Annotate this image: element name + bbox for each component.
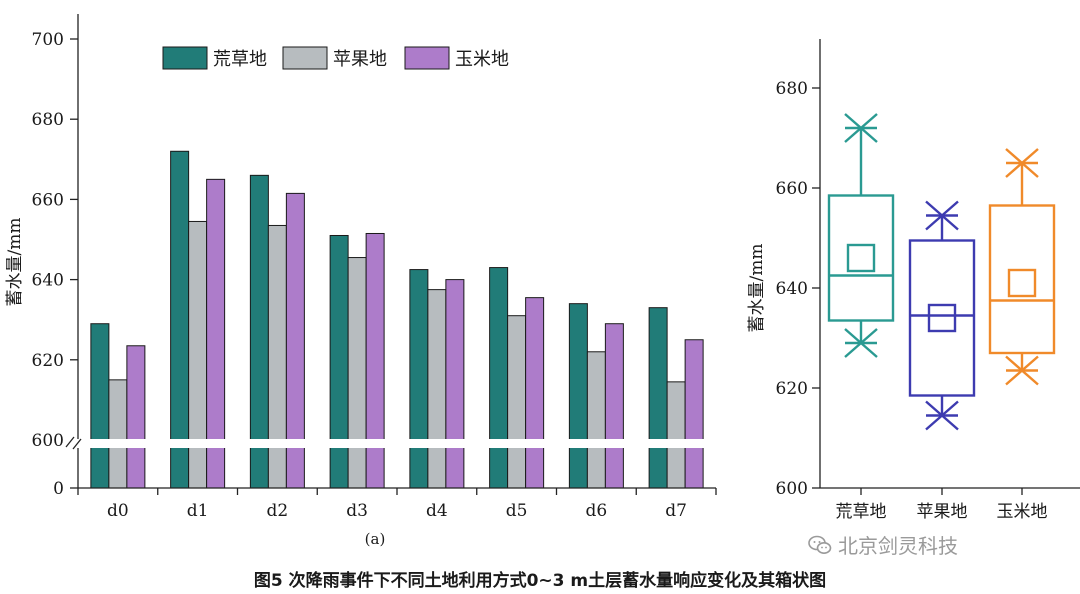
- y-tick-label: 640: [32, 271, 64, 291]
- bar-玉米地-d4: [445, 279, 465, 489]
- bar-chart-legend: 荒草地 苹果地 玉米地: [162, 46, 509, 70]
- iqr-box: [988, 204, 1056, 355]
- x-tick-label: d0: [107, 501, 129, 521]
- legend-swatch-苹果地: [282, 46, 328, 70]
- x-tick-label: d5: [506, 501, 528, 521]
- y-tick-label: 620: [32, 351, 64, 371]
- legend-swatch-荒草地: [162, 46, 208, 70]
- wechat-icon: [808, 535, 832, 554]
- box-plot-boxes: [827, 113, 1056, 431]
- bar-苹果地-d1: [188, 220, 208, 489]
- legend-label: 荒草地: [213, 49, 267, 70]
- bar-苹果地-d3: [347, 257, 367, 489]
- bar-玉米地-d6: [604, 323, 624, 489]
- break-mark: [72, 438, 82, 450]
- y-tick-label: 600: [776, 479, 808, 499]
- bar-玉米地-d3: [365, 232, 385, 489]
- bar-荒草地-d0: [90, 323, 110, 489]
- bar-荒草地-d5: [489, 267, 509, 489]
- mean-marker: [1007, 268, 1037, 298]
- watermark: 北京剑灵科技: [808, 530, 958, 559]
- bar-苹果地-d6: [586, 351, 606, 489]
- bar-玉米地-d5: [525, 297, 545, 489]
- bar-苹果地-d2: [267, 224, 287, 489]
- mean-marker: [846, 243, 876, 273]
- bar-chart-y-label: 蓄水量/mm: [5, 218, 25, 307]
- x-tick-label: d6: [586, 501, 608, 521]
- box-plot-x-axis: 荒草地 苹果地 玉米地: [820, 487, 1080, 522]
- bar-玉米地-d7: [684, 339, 704, 489]
- bar-苹果地-d7: [666, 381, 686, 489]
- mean-marker: [927, 303, 957, 333]
- iqr-box: [827, 194, 895, 322]
- bar-荒草地-d1: [170, 150, 190, 489]
- axis-break: [64, 436, 728, 450]
- y-tick-label: 660: [32, 190, 64, 210]
- bar-苹果地-d0: [108, 379, 128, 489]
- x-tick-label: d1: [187, 501, 209, 521]
- y-tick-label: 680: [32, 110, 64, 130]
- y-tick-label: 600: [32, 431, 64, 451]
- box-荒草地: [827, 113, 895, 358]
- bar-chart-y-axis: 0 600 620 640 660 680 700: [32, 14, 79, 499]
- bar-苹果地-d5: [507, 315, 527, 489]
- legend-swatch-玉米地: [404, 46, 450, 70]
- figure-caption: 图5 次降雨事件下不同土地利用方式0~3 m土层蓄水量响应变化及其箱状图: [253, 571, 827, 591]
- x-tick-label: d2: [267, 501, 289, 521]
- y-tick-label: 0: [53, 479, 64, 499]
- box-plot-y-axis: 600 620 640 660 680: [776, 39, 821, 499]
- x-tick-label: 玉米地: [997, 502, 1048, 522]
- x-tick-label: d7: [665, 501, 687, 521]
- x-tick-label: d3: [346, 501, 368, 521]
- iqr-box: [908, 239, 976, 397]
- panel-label: (a): [365, 530, 386, 548]
- bar-荒草地-d7: [648, 307, 668, 489]
- y-tick-label: 660: [776, 179, 808, 199]
- bar-荒草地-d4: [409, 269, 429, 489]
- bar-玉米地-d0: [126, 345, 146, 489]
- y-tick-label: 640: [776, 279, 808, 299]
- bar-chart-bars: [90, 150, 704, 489]
- bar-荒草地-d3: [329, 234, 349, 489]
- x-tick-label: 苹果地: [917, 502, 968, 522]
- y-tick-label: 620: [776, 379, 808, 399]
- legend-label: 苹果地: [333, 49, 387, 70]
- break-mark: [65, 436, 75, 448]
- x-tick-label: 荒草地: [836, 502, 887, 522]
- bar-苹果地-d4: [427, 289, 447, 489]
- watermark-text: 北京剑灵科技: [838, 534, 958, 558]
- bar-chart-panel: 0 600 620 640 660 680 700 d0 d1 d2 d3 d4 d5 d6 d7 荒草地…: [5, 14, 728, 548]
- legend-label: 玉米地: [455, 49, 509, 70]
- box-plot-panel: 600 620 640 660 680 荒草地 苹果地 玉米地 蓄水量/mm: [747, 39, 1080, 522]
- y-tick-label: 680: [776, 79, 808, 99]
- bar-chart-x-axis: d0 d1 d2 d3 d4 d5 d6 d7: [77, 487, 717, 521]
- y-tick-label: 700: [32, 30, 64, 50]
- box-plot-y-label: 蓄水量/mm: [747, 244, 767, 333]
- box-玉米地: [988, 148, 1056, 386]
- axis-break-gap: [64, 439, 728, 448]
- box-苹果地: [908, 200, 976, 431]
- bar-荒草地-d6: [568, 303, 588, 489]
- x-tick-label: d4: [426, 501, 448, 521]
